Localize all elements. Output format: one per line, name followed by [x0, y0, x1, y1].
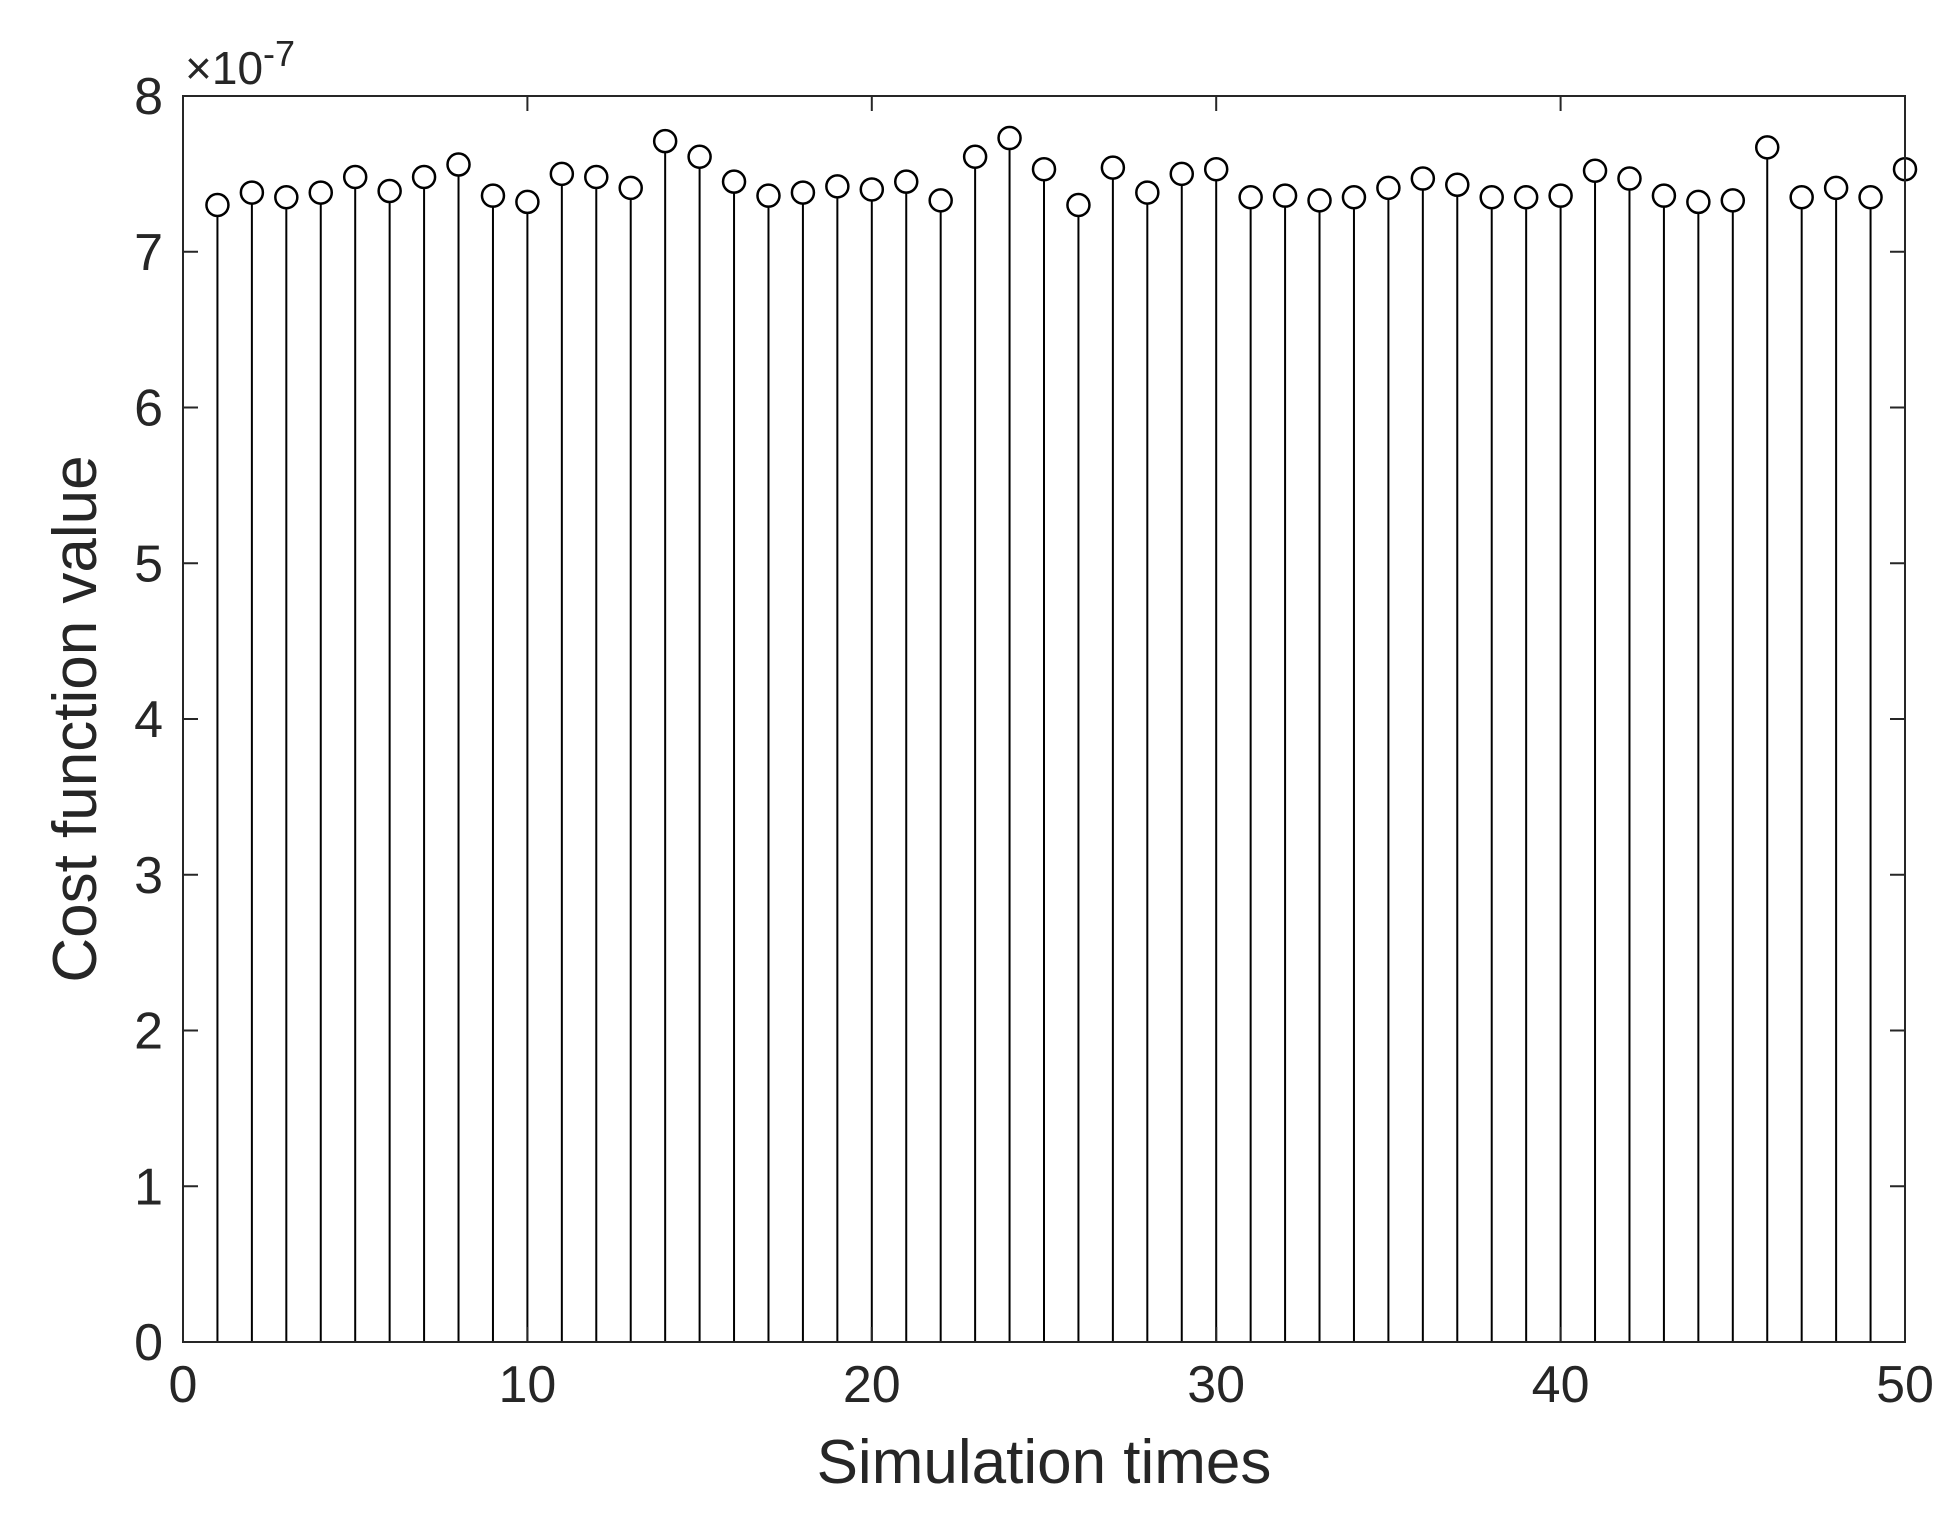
y-tick-label: 5	[134, 535, 163, 593]
y-axis-multiplier: ×10-7	[185, 33, 295, 94]
stem-marker	[756, 183, 781, 208]
stem-marker	[411, 164, 437, 190]
stem-marker	[274, 184, 299, 210]
x-tick-label: 40	[1532, 1356, 1590, 1414]
stem-marker	[1307, 188, 1332, 213]
stem-marker	[239, 180, 265, 205]
stem-marker	[1823, 175, 1849, 201]
stem-marker	[515, 189, 540, 215]
stem-marker	[584, 164, 609, 190]
x-tick-label: 30	[1187, 1356, 1245, 1414]
stem-marker	[687, 144, 712, 169]
stem-marker	[893, 169, 919, 194]
stem-marker	[1169, 161, 1195, 187]
x-tick-label: 50	[1876, 1356, 1934, 1414]
y-tick-label: 0	[134, 1314, 163, 1372]
stem-marker	[618, 175, 643, 201]
stem-marker	[480, 183, 506, 208]
multiplier-exponent: -7	[263, 33, 295, 74]
stem-marker	[446, 152, 471, 177]
stem-marker	[549, 161, 575, 187]
stem-marker	[1272, 183, 1298, 208]
stem-marker	[721, 169, 747, 194]
stem-marker	[1582, 158, 1608, 184]
stem-marker	[1720, 188, 1746, 213]
stem-marker	[825, 174, 850, 199]
stem-marker	[1031, 156, 1057, 182]
stem-marker	[1238, 184, 1263, 210]
stem-marker	[1617, 166, 1642, 191]
stem-marker	[1479, 184, 1504, 210]
stem-marker	[308, 180, 334, 205]
y-tick-label: 2	[134, 1003, 163, 1061]
stem-marker	[1445, 172, 1470, 198]
stem-marker	[1513, 184, 1539, 210]
x-tick-label: 0	[169, 1356, 198, 1414]
stem-marker	[1376, 175, 1401, 201]
y-tick-label: 1	[134, 1158, 163, 1216]
stem-marker	[859, 177, 885, 202]
multiplier-base: 10	[212, 42, 263, 94]
stem-marker	[790, 180, 816, 205]
y-tick-label: 7	[134, 224, 163, 282]
y-tick-label: 4	[134, 691, 163, 749]
stem-marker	[1100, 155, 1126, 180]
stem-marker	[1203, 156, 1229, 182]
stem-marker	[928, 188, 953, 213]
stem-marker	[1548, 183, 1573, 208]
stem-marker	[1066, 192, 1091, 218]
stem-marker	[1651, 183, 1677, 208]
stem-marker	[962, 144, 988, 169]
stem-marker	[1858, 184, 1883, 210]
stem-marker	[997, 125, 1022, 151]
stem-marker	[1410, 166, 1436, 191]
stem-marker	[1754, 135, 1780, 160]
stem-marker	[1341, 184, 1367, 210]
y-axis-label: Cost function value	[41, 455, 110, 982]
stem-marker	[342, 164, 368, 190]
axis-ticks	[182, 95, 1906, 1343]
axis-tick-labels: 0 10 20 30 40 50 0 1 2 3 4 5 6 7 8	[134, 68, 1934, 1414]
stem-marker	[1135, 180, 1160, 205]
x-tick-label: 20	[843, 1356, 901, 1414]
stem-marker	[377, 178, 402, 204]
stem-marker	[205, 192, 230, 218]
stem-marker	[652, 128, 678, 154]
y-tick-label: 3	[134, 847, 163, 905]
y-tick-label: 8	[134, 68, 163, 126]
y-tick-label: 6	[134, 380, 163, 438]
multiply-sign: ×	[185, 42, 212, 94]
stem-marker	[1686, 189, 1711, 215]
stem-series	[205, 125, 1918, 1342]
x-axis-label: Simulation times	[817, 1428, 1272, 1497]
x-tick-label: 10	[498, 1356, 556, 1414]
stem-marker	[1789, 184, 1814, 210]
